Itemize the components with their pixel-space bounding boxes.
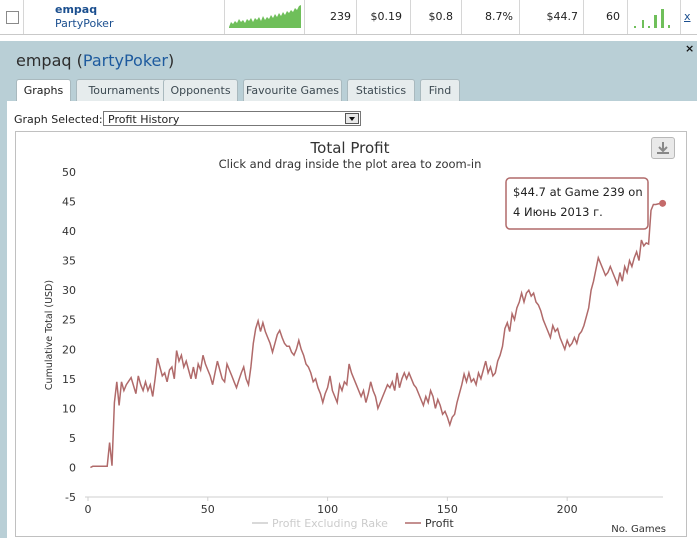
stat1-cell: $0.19 [357,0,411,34]
mini-bar [642,20,644,28]
player-cell: empaq PartyPoker [24,0,225,34]
tab-statistics[interactable]: Statistics [347,79,415,101]
panel-title: empaq (PartyPoker) [16,51,174,70]
tab-tournaments[interactable]: Tournaments [76,79,172,101]
tab-favourite-games[interactable]: Favourite Games [243,79,342,101]
stat-2-value: $0.8 [428,10,454,23]
graph-selected-label: Graph Selected: [14,113,103,126]
download-button[interactable] [651,137,675,159]
close-icon[interactable]: × [685,42,695,55]
profit-value: $44.7 [546,10,579,23]
panel-paren-open: ( [76,51,83,70]
stat-3-value: 8.7% [485,10,513,23]
mini-bar [668,25,670,28]
mini-bar [634,26,636,28]
stat2-cell: $0.8 [411,0,462,34]
stat-5-value: 60 [606,10,620,23]
player-row[interactable]: empaq PartyPoker 239 $0.19 $0.8 8.7% $44… [0,0,697,35]
mini-bar [654,15,657,28]
select-cell [0,0,24,34]
player-network-link[interactable]: PartyPoker [55,17,114,30]
panel-network-link[interactable]: PartyPoker [82,51,168,70]
panel-paren-close: ) [167,51,175,70]
mini-bars-cell [628,0,681,34]
graph-selector-value: Profit History [108,113,180,126]
stat-1-value: $0.19 [370,10,403,23]
row-action-link[interactable]: x [684,10,691,23]
chart-container[interactable] [15,131,687,537]
mini-bar-chart [634,9,670,28]
mini-bar [648,26,650,28]
player-name-link[interactable]: empaq [55,3,98,16]
tab-find[interactable]: Find [420,79,460,101]
sparkline-cell [225,0,305,34]
mini-bar [661,9,664,28]
profit-cell: $44.7 [520,0,584,34]
panel-player-name: empaq [16,51,72,70]
tab-opponents[interactable]: Opponents [163,79,238,101]
profit-sparkline [229,5,301,28]
stat3-cell: 8.7% [462,0,520,34]
graph-selector[interactable]: Profit History [103,111,361,126]
hands-cell: 239 [305,0,357,34]
chevron-down-icon[interactable] [345,113,359,124]
stat5-cell: 60 [584,0,628,34]
download-icon [657,142,669,154]
select-checkbox[interactable] [6,11,19,24]
hands-value: 239 [330,10,351,23]
tab-graphs[interactable]: Graphs [16,79,71,102]
